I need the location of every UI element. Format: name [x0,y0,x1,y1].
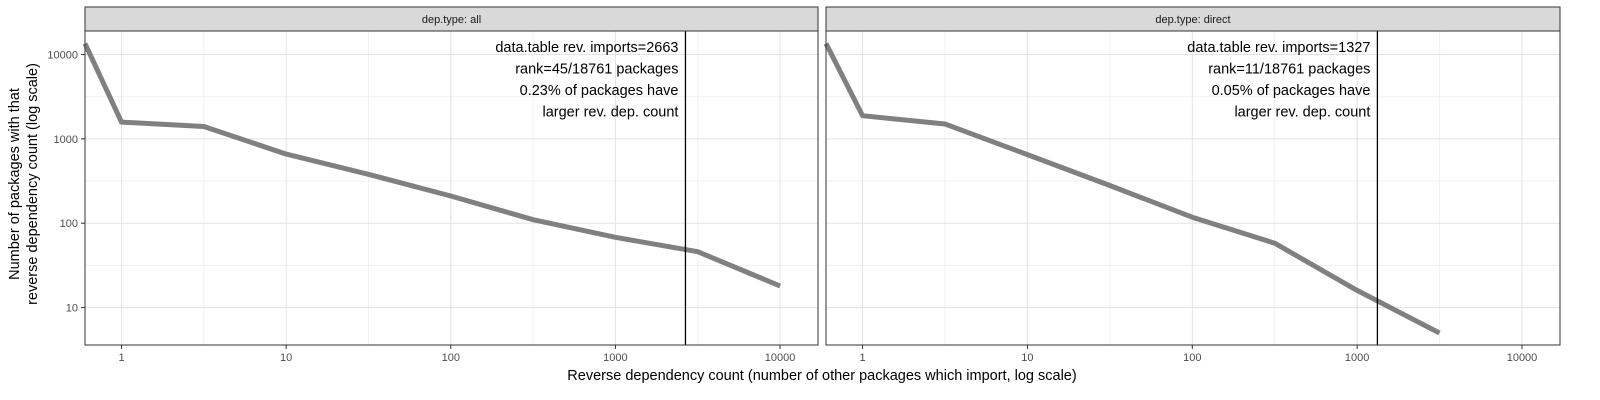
panels-layer: dep.type: all data.table rev. imports=266… [47,6,1561,364]
annotation-line-2: rank=45/18761 packages [515,62,678,78]
x-tick-label: 1 [860,352,866,364]
facet-strip [84,6,819,32]
annotation-line-1: data.table rev. imports=2663 [495,40,678,56]
x-tick-label: 100 [1183,352,1201,364]
facet-strip-label: dep.type: all [422,14,481,26]
y-tick-label: 1000 [54,134,78,146]
x-axis-title: Reverse dependency count (number of othe… [567,368,1076,384]
x-tick-label: 1 [118,352,124,364]
y-tick-label: 10 [66,303,78,315]
facet-strip [825,6,1561,32]
series-line [823,42,1441,336]
series-line [82,42,782,289]
panel-1: dep.type: all data.table rev. imports=266… [47,6,819,364]
panel-border [825,30,1561,346]
panel-2: dep.type: direct data.table rev. imports=… [823,6,1561,364]
plot-background [85,31,818,345]
x-tick-label: 1000 [1345,352,1369,364]
y-tick-label: 10000 [47,50,78,62]
y-tick-label: 100 [60,218,78,230]
panel-border [84,30,819,346]
gridlines [826,31,1560,345]
x-tick-label: 1000 [603,352,627,364]
plot-background [826,31,1560,345]
x-tick-label: 10 [1021,352,1033,364]
annotation-line-2: rank=11/18761 packages [1208,62,1370,78]
y-axis-title: Number of packages with that reverse dep… [7,63,41,305]
y-axis-title-line-1: Number of packages with that [7,88,23,280]
annotation-line-4: larger rev. dep. count [543,105,679,121]
x-tick-label: 10000 [1507,352,1538,364]
annotation-line-3: 0.23% of packages have [520,83,679,99]
x-tick-label: 100 [442,352,460,364]
annotation-line-3: 0.05% of packages have [1212,83,1371,99]
gridlines [85,31,818,345]
y-axis-title-line-2: reverse dependency count (log scale) [25,63,41,305]
x-tick-label: 10000 [765,352,796,364]
facet-strip-label: dep.type: direct [1155,14,1230,26]
annotation-line-1: data.table rev. imports=1327 [1187,40,1370,56]
x-tick-label: 10 [280,352,292,364]
annotation-line-4: larger rev. dep. count [1234,105,1370,121]
